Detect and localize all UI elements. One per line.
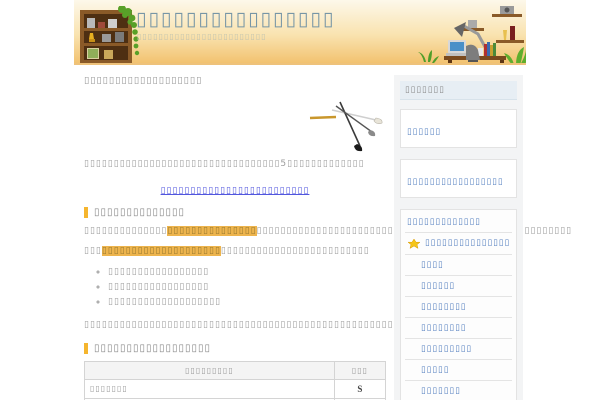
- bookshelf-illustration-icon: [80, 6, 140, 63]
- list-item: ▯▯▯▯▯▯▯▯▯▯▯▯▯▯▯▯▯: [108, 280, 386, 295]
- menu-link[interactable]: ▯▯▯▯: [421, 260, 444, 270]
- table-header-row: ▯▯▯▯▯▯▯▯▯ ▯▯▯: [84, 360, 387, 380]
- section1-paragraph-3: ▯▯▯▯▯▯▯▯▯▯▯▯▯▯▯▯▯▯▯▯▯▯▯▯▯▯▯▯▯▯▯▯▯▯▯▯▯▯▯▯…: [84, 319, 501, 330]
- site-subtitle: ▯▯▯▯▯▯▯▯▯▯▯▯▯▯▯▯▯▯▯▯▯▯▯▯: [137, 32, 267, 41]
- sidebar-card-link[interactable]: ▯▯▯▯▯▯▯▯▯▯▯▯▯▯▯▯▯: [407, 177, 504, 187]
- site-header: ▯▯▯▯▯▯▯▯▯▯▯▯▯▯▯▯ ▯▯▯▯▯▯▯▯▯▯▯▯▯▯▯▯▯▯▯▯▯▯▯…: [74, 0, 526, 65]
- menu-link[interactable]: ▯▯▯▯▯▯▯▯▯▯▯▯▯▯▯: [425, 238, 511, 248]
- section-heading-1: ▯▯▯▯▯▯▯▯▯▯▯▯▯▯: [84, 206, 386, 218]
- menu-item[interactable]: ▯▯▯▯▯▯▯▯▯▯▯▯▯: [405, 212, 512, 232]
- main-column: ▯▯▯▯▯▯▯▯▯▯▯▯▯▯▯▯▯▯▯ ▯▯▯▯▯▯▯▯▯▯▯▯▯▯▯▯▯▯▯▯…: [84, 75, 571, 400]
- list-item: ▯▯▯▯▯▯▯▯▯▯▯▯▯▯▯▯▯: [108, 265, 386, 280]
- section1-paragraph-1: ▯▯▯▯▯▯▯▯▯▯▯▯▯▯▯▯▯▯▯▯▯▯▯▯▯▯▯▯▯▯▯▯▯▯▯▯▯▯▯▯…: [84, 225, 571, 239]
- table-row: ▯▯▯▯▯▯▯ S: [84, 378, 387, 399]
- site-title: ▯▯▯▯▯▯▯▯▯▯▯▯▯▯▯▯: [136, 8, 336, 30]
- bullet-list: ▯▯▯▯▯▯▯▯▯▯▯▯▯▯▯▯▯ ▯▯▯▯▯▯▯▯▯▯▯▯▯▯▯▯▯ ▯▯▯▯…: [108, 265, 386, 311]
- sidebar-card[interactable]: ▯▯▯▯▯▯: [400, 109, 518, 148]
- menu-item[interactable]: ▯▯▯▯▯▯: [405, 275, 513, 296]
- menu-item[interactable]: ▯▯▯▯▯▯▯▯▯: [405, 338, 513, 359]
- sidebar-heading: ▯▯▯▯▯▯▯: [400, 81, 518, 100]
- highlighted-text: ▯▯▯▯▯▯▯▯▯▯▯▯▯▯▯: [167, 225, 257, 236]
- golf-clubs-image: [302, 94, 386, 154]
- menu-link[interactable]: ▯▯▯▯▯▯: [421, 281, 456, 291]
- text-segment: ▯▯▯: [84, 245, 102, 256]
- table-header-label: ▯▯▯▯▯▯▯▯▯: [84, 360, 335, 380]
- menu-item[interactable]: ▯▯▯▯▯▯▯▯: [405, 317, 513, 338]
- menu-link[interactable]: ▯▯▯▯▯▯▯▯▯: [421, 344, 473, 354]
- menu-link[interactable]: ▯▯▯▯▯▯▯▯: [421, 302, 467, 312]
- sidebar-menu: ▯▯▯▯▯▯▯▯▯▯▯▯▯ ▯▯▯▯▯▯▯▯▯▯▯▯▯▯▯ ▯▯▯▯ ▯▯▯▯▯…: [400, 209, 518, 400]
- table-row: ▯▯▯▯▯▯▯▯▯▯▯▯▯ A: [84, 397, 387, 400]
- intro-paragraph: ▯▯▯▯▯▯▯▯▯▯▯▯▯▯▯▯▯▯▯▯▯▯▯▯▯▯▯▯▯▯▯▯▯5▯▯▯▯▯▯…: [84, 159, 365, 169]
- row-grade: A: [333, 397, 387, 400]
- page-container: ▯▯▯▯▯▯▯▯▯▯▯▯▯▯▯▯ ▯▯▯▯▯▯▯▯▯▯▯▯▯▯▯▯▯▯▯▯▯▯▯…: [74, 0, 571, 400]
- menu-item[interactable]: ▯▯▯▯: [405, 254, 513, 275]
- menu-link[interactable]: ▯▯▯▯▯▯▯▯▯▯▯▯▯: [407, 217, 481, 227]
- text-segment: ▯▯▯▯▯▯▯▯▯▯▯▯▯▯: [84, 225, 168, 236]
- content-area: ▯▯▯▯▯▯▯▯▯▯▯▯▯▯▯▯▯▯▯ ▯▯▯▯▯▯▯▯▯▯▯▯▯▯▯▯▯▯▯▯…: [74, 65, 571, 400]
- promo-link-row: ▯▯▯▯▯▯▯▯▯▯▯▯▯▯▯▯▯▯▯▯▯▯▯▯▯: [84, 178, 386, 197]
- highlighted-text: ▯▯▯▯▯▯▯▯▯▯▯▯▯▯▯▯▯▯▯▯: [101, 245, 221, 256]
- ranking-table: ▯▯▯▯▯▯▯▯▯ ▯▯▯ ▯▯▯▯▯▯▯ S ▯▯▯▯▯▯▯▯▯▯▯▯▯ A …: [84, 360, 387, 400]
- row-grade: S: [333, 378, 387, 399]
- menu-item-pickup[interactable]: ▯▯▯▯▯▯▯▯▯▯▯▯▯▯▯: [405, 232, 513, 254]
- section-heading-2: ▯▯▯▯▯▯▯▯▯▯▯▯▯▯▯▯▯▯: [84, 342, 386, 354]
- menu-item[interactable]: ▯▯▯▯▯▯▯: [405, 380, 513, 400]
- pickup-star-icon: [407, 239, 421, 249]
- sidebar-card[interactable]: ▯▯▯▯▯▯▯▯▯▯▯▯▯▯▯▯▯: [400, 159, 518, 198]
- menu-item[interactable]: ▯▯▯▯▯▯▯▯: [405, 296, 513, 317]
- menu-item[interactable]: ▯▯▯▯▯: [405, 359, 513, 380]
- list-item: ▯▯▯▯▯▯▯▯▯▯▯▯▯▯▯▯▯▯▯: [108, 295, 386, 310]
- page-title: ▯▯▯▯▯▯▯▯▯▯▯▯▯▯▯▯▯▯▯: [84, 75, 203, 86]
- sidebar: ▯▯▯▯▯▯▯ ▯▯▯▯▯▯ ▯▯▯▯▯▯▯▯▯▯▯▯▯▯▯▯▯ ▯▯▯▯▯▯▯…: [394, 75, 524, 400]
- promo-link[interactable]: ▯▯▯▯▯▯▯▯▯▯▯▯▯▯▯▯▯▯▯▯▯▯▯▯▯: [160, 185, 310, 196]
- table-header-grade: ▯▯▯: [333, 360, 387, 380]
- sidebar-card-link[interactable]: ▯▯▯▯▯▯: [407, 127, 442, 137]
- menu-link[interactable]: ▯▯▯▯▯: [421, 365, 450, 375]
- text-segment: ▯▯▯▯▯▯▯▯▯▯▯▯▯▯▯▯▯▯▯▯▯▯▯▯▯: [220, 245, 370, 256]
- menu-link[interactable]: ▯▯▯▯▯▯▯▯: [421, 323, 467, 333]
- menu-link[interactable]: ▯▯▯▯▯▯▯: [421, 386, 461, 396]
- row-label: ▯▯▯▯▯▯▯: [84, 378, 335, 399]
- section1-paragraph-2: ▯▯▯▯▯▯▯▯▯▯▯▯▯▯▯▯▯▯▯▯▯▯▯▯▯▯▯▯▯▯▯▯▯▯▯▯▯▯▯▯…: [84, 245, 386, 259]
- desk-illustration-icon: [418, 6, 526, 63]
